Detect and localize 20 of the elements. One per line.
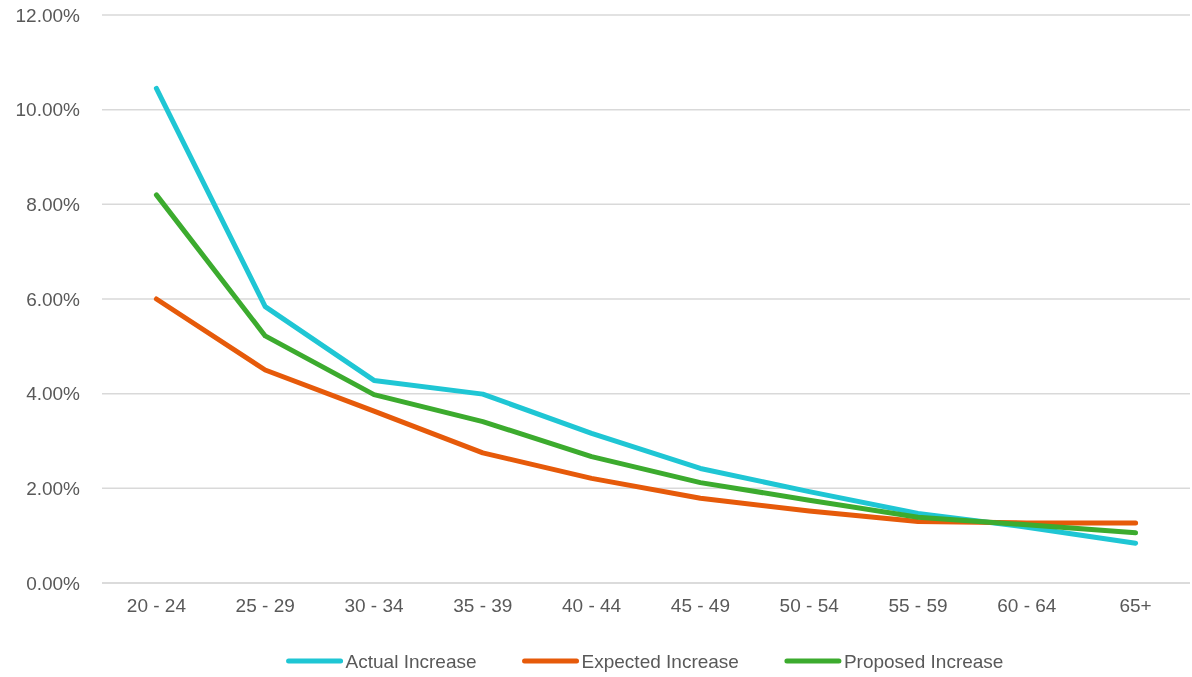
x-tick-label: 55 - 59 bbox=[888, 595, 948, 617]
x-tick-label: 25 - 29 bbox=[235, 595, 295, 617]
x-tick-label: 45 - 49 bbox=[670, 595, 730, 617]
x-tick-label: 40 - 44 bbox=[562, 595, 622, 617]
x-tick-label: 35 - 39 bbox=[453, 595, 513, 617]
legend-label: Actual Increase bbox=[345, 650, 477, 672]
x-tick-label: 65+ bbox=[1119, 595, 1152, 617]
y-tick-label: 4.00% bbox=[26, 383, 81, 405]
x-tick-label: 30 - 34 bbox=[344, 595, 405, 617]
y-tick-label: 10.00% bbox=[15, 99, 81, 121]
y-tick-label: 2.00% bbox=[26, 477, 81, 499]
legend-label: Expected Increase bbox=[581, 650, 739, 672]
y-tick-label: 8.00% bbox=[26, 193, 81, 215]
y-tick-label: 0.00% bbox=[26, 572, 81, 594]
legend-label: Proposed Increase bbox=[843, 650, 1004, 672]
y-tick-label: 6.00% bbox=[26, 288, 81, 310]
x-tick-label: 60 - 64 bbox=[997, 595, 1057, 617]
x-tick-label: 50 - 54 bbox=[779, 595, 840, 617]
y-tick-label: 12.00% bbox=[15, 4, 81, 26]
x-tick-label: 20 - 24 bbox=[126, 595, 187, 617]
